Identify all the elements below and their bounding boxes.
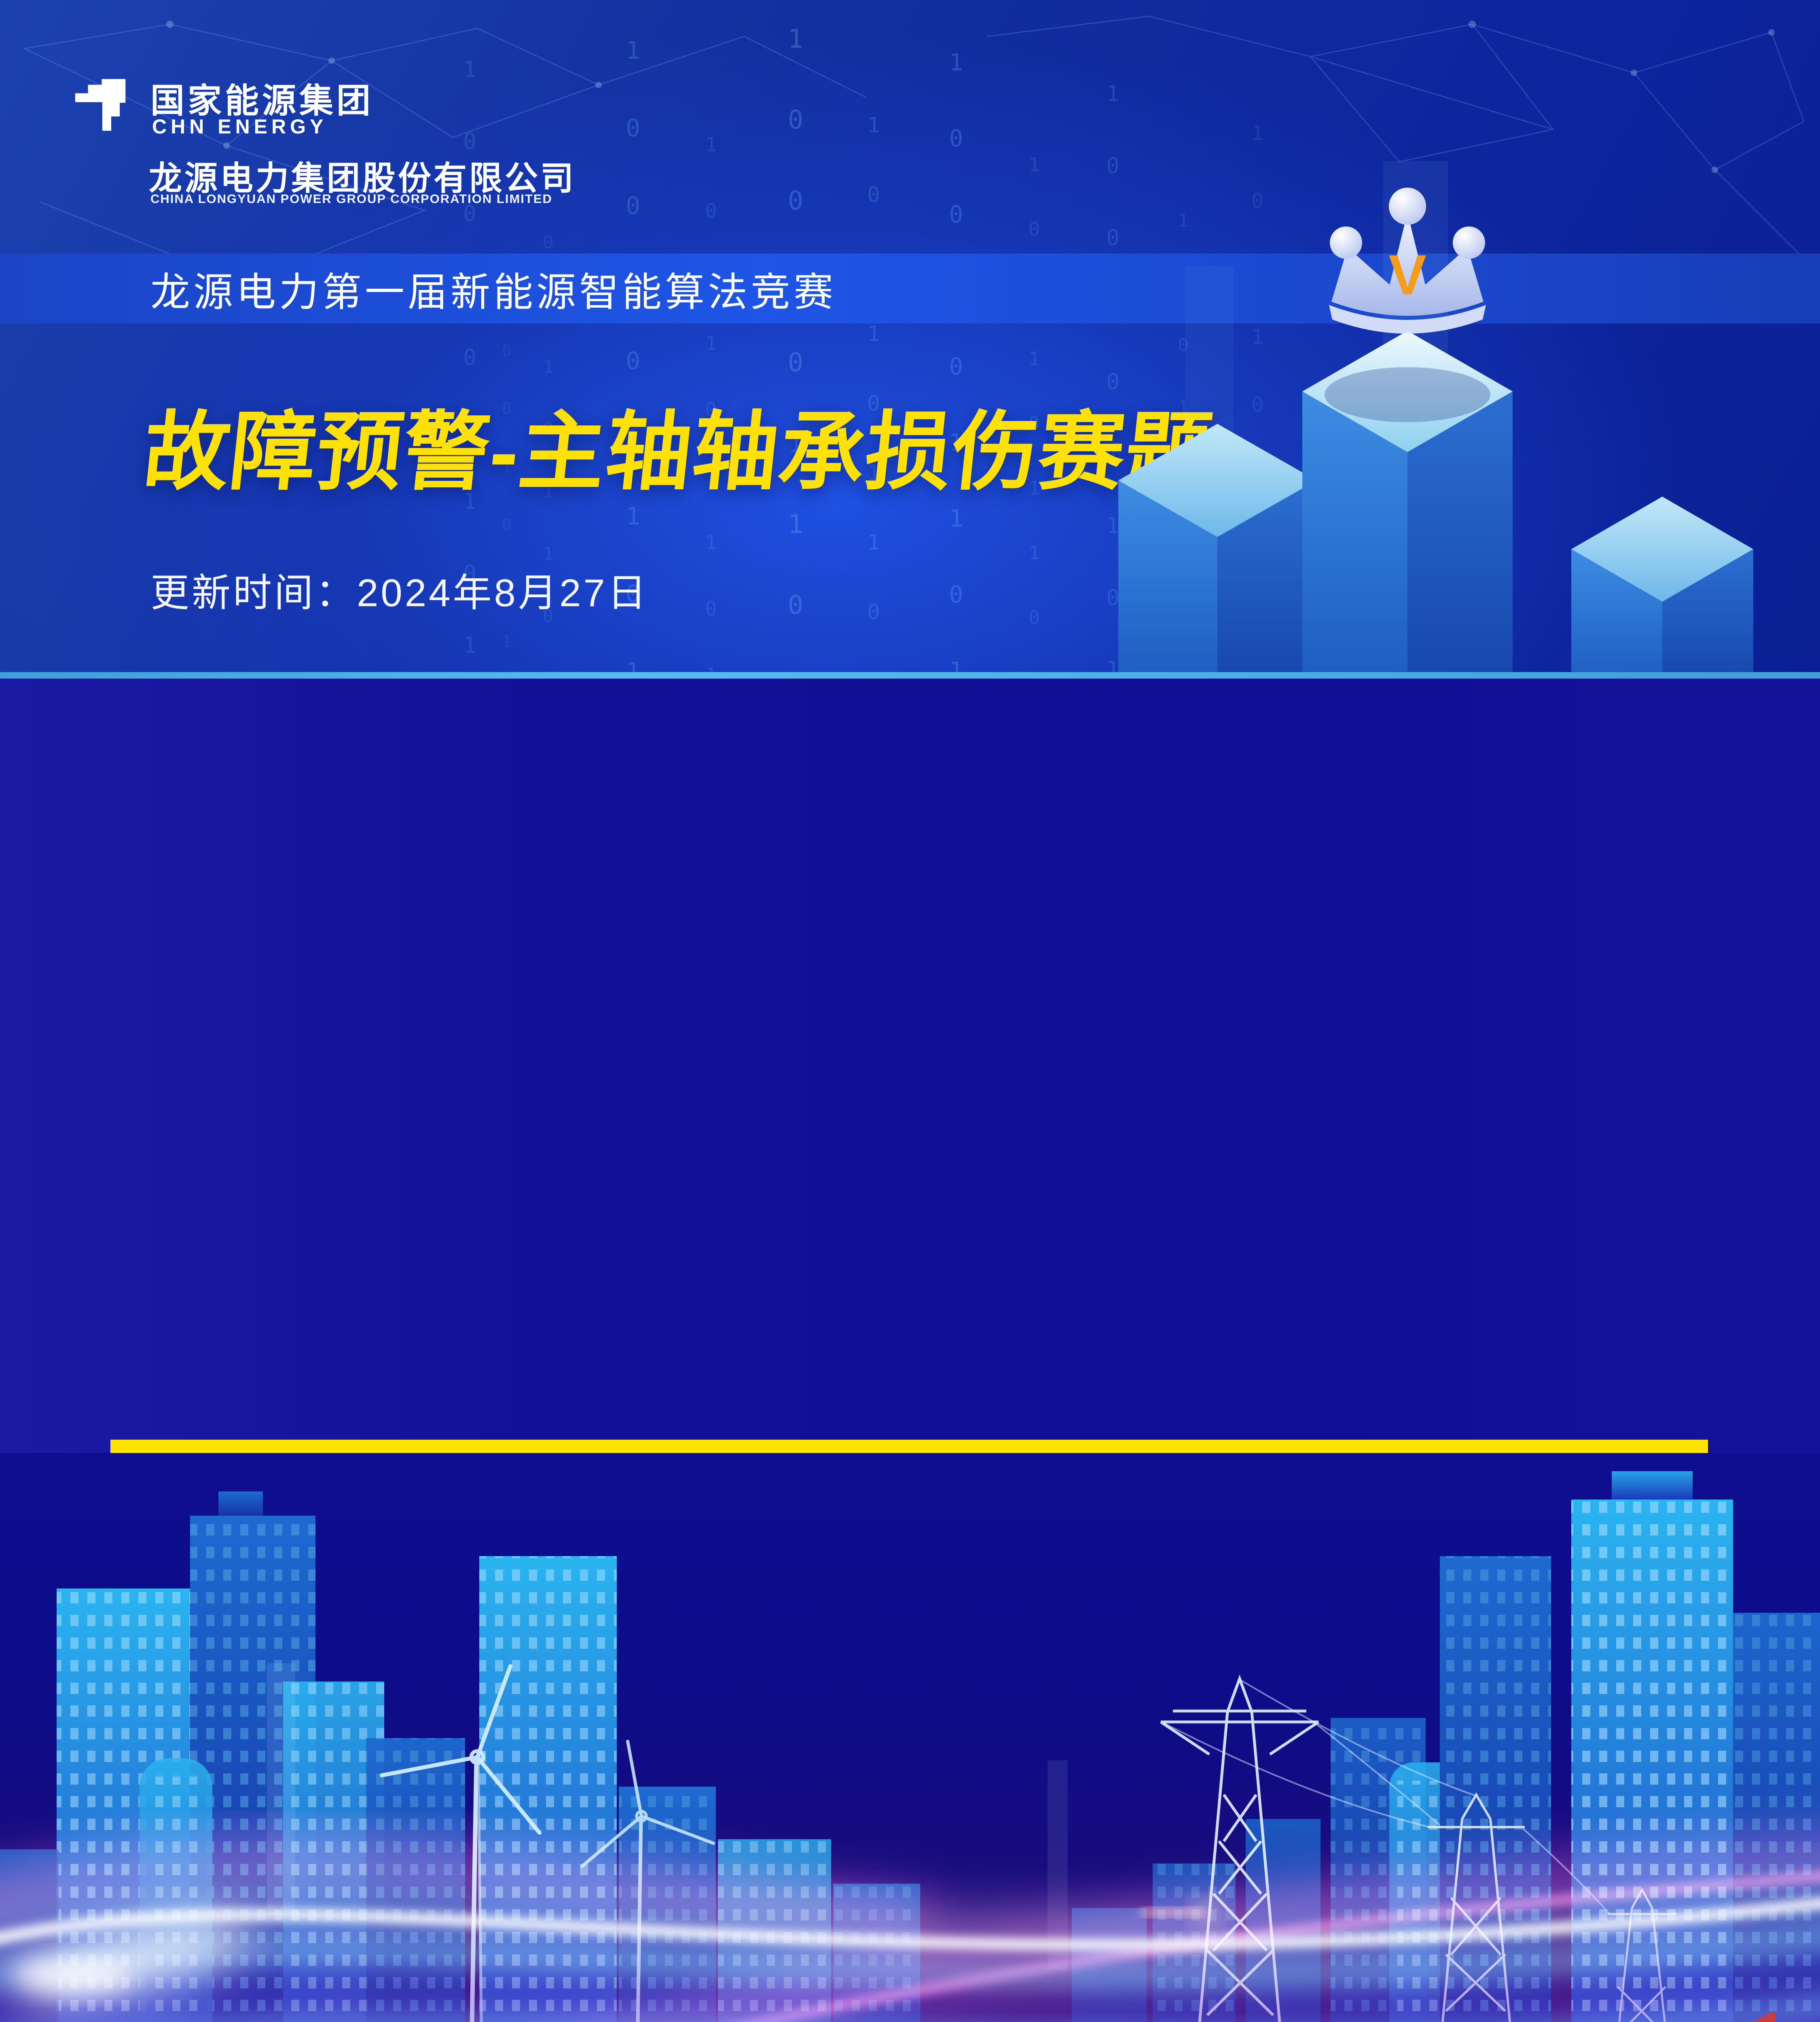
binary-rain-column: 1 0 0 1 0 1 1 0 1 0 0 1 1 0 1 0 0 1 1 0 — [619, 36, 647, 679]
competition-banner: 龙源电力第一届新能源智能算法竞赛 — [0, 254, 1820, 324]
light-streaks — [0, 1836, 1820, 2022]
competition-name: 龙源电力第一届新能源智能算法竞赛 — [150, 269, 837, 314]
corner-watermark: 国家能源集团 CHN ENERGY — [1731, 2009, 1797, 2022]
crown-letter: V — [1388, 243, 1426, 307]
binary-rain-column: 1 0 0 1 0 1 1 0 1 0 0 1 1 0 1 0 0 1 1 0 — [700, 133, 722, 679]
brand-name-cn: 国家能源集团 — [150, 82, 374, 120]
update-time: 更新时间：2024年8月27日 — [150, 571, 649, 615]
podium-pillar-first — [1302, 331, 1513, 679]
podium-pillar-third — [1571, 497, 1753, 679]
company-name-cn: 龙源电力集团股份有限公司 — [149, 160, 576, 197]
company-name-en: CHINA LONGYUAN POWER GROUP CORPORATION L… — [150, 192, 552, 206]
footer-cityscape: 国家能源集团 CHN ENERGY — [0, 1453, 1820, 2022]
binary-rain-column: 1 0 0 1 0 1 1 0 1 0 0 1 1 0 1 0 0 1 1 0 — [457, 57, 483, 679]
brand-name-en: CHN ENERGY — [152, 115, 328, 138]
power-lines — [1164, 1679, 1610, 1915]
page-title: 故障预警-主轴轴承损伤赛题 — [139, 404, 1217, 500]
chn-energy-watermark-icon — [1750, 2013, 1776, 2022]
binary-rain-column: 1 0 0 1 0 1 1 0 1 0 0 1 1 0 1 0 0 1 1 0 — [942, 49, 970, 679]
binary-rain-column: 1 0 0 1 0 1 1 0 1 0 0 1 1 0 1 0 0 1 1 0 — [497, 283, 516, 679]
leaderboard-section: 排 名 队伍名称 效果得分 性能得分 最终得分 1 珠穆朗玛 66.63 73.… — [0, 679, 1820, 2022]
binary-rain-column: 1 0 0 1 0 1 1 0 1 0 0 1 1 0 1 0 0 1 1 0 — [781, 24, 811, 679]
binary-rain-column: 1 0 0 1 0 1 1 0 1 0 0 1 1 0 1 0 0 1 1 0 — [1023, 154, 1045, 679]
chn-energy-logo-icon — [75, 79, 126, 131]
hero-section: 1 0 0 1 0 1 1 0 1 0 0 1 1 0 1 0 0 1 1 0 … — [0, 0, 1820, 679]
podium-pillar-second — [1118, 424, 1316, 679]
city-scene — [0, 1471, 1820, 2022]
podium-illustration: V — [1118, 161, 1753, 679]
crown-icon: V — [1329, 188, 1486, 334]
binary-rain-column: 1 0 0 1 0 1 1 0 1 0 0 1 1 0 1 0 0 1 1 0 — [861, 113, 886, 679]
section-divider — [0, 672, 1820, 679]
